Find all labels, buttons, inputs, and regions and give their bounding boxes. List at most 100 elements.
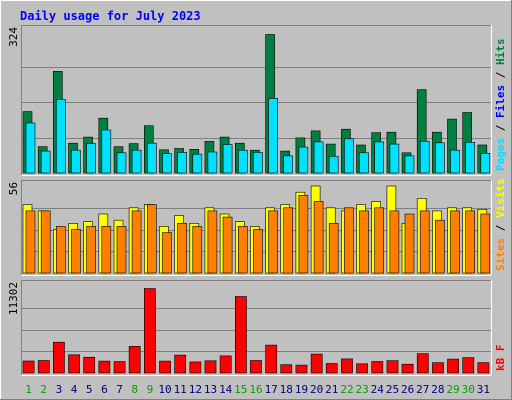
bar-sites-day-15 xyxy=(238,226,248,274)
bar-sites-day-20 xyxy=(313,201,324,274)
bar-sites-day-13 xyxy=(207,210,218,274)
bar-pages-day-21 xyxy=(328,156,339,174)
x-tick-label-day-10: 10 xyxy=(158,383,171,396)
legend-files: Files xyxy=(494,85,507,118)
bar-sites-day-27 xyxy=(419,210,430,274)
bar-kb-f-day-11 xyxy=(174,354,187,374)
bar-pages-day-19 xyxy=(298,146,309,174)
bar-sites-day-11 xyxy=(177,223,187,274)
bar-kb-f-day-19 xyxy=(295,364,308,374)
x-tick-label-day-9: 9 xyxy=(147,383,154,396)
bar-sites-day-5 xyxy=(86,226,96,274)
bar-pages-day-30 xyxy=(465,142,476,174)
bar-sites-day-29 xyxy=(450,210,460,274)
bar-kb-f-day-1 xyxy=(22,360,35,374)
x-tick-label-day-6: 6 xyxy=(101,383,108,396)
bar-pages-day-6 xyxy=(101,129,112,174)
x-tick-label-day-11: 11 xyxy=(174,383,187,396)
bar-pages-day-29 xyxy=(450,149,460,174)
x-tick-label-day-25: 25 xyxy=(386,383,399,396)
bar-pages-day-23 xyxy=(359,152,369,174)
bar-sites-day-30 xyxy=(465,210,476,274)
x-axis-labels: 1 2 3 4 5 6 7 8 9 10 11 12 13 14 15 16 17 18 19 20 21 22 23 24 2… xyxy=(25,383,490,396)
bar-pages-day-12 xyxy=(192,153,203,174)
bar-pages-day-3 xyxy=(55,99,66,174)
panel-2-legend: Sites / Visits xyxy=(494,178,507,271)
bar-kb-f-day-18 xyxy=(280,364,293,374)
x-tick-label-day-3: 3 xyxy=(56,383,63,396)
x-tick-label-day-20: 20 xyxy=(310,383,323,396)
bar-kb-f-day-8 xyxy=(128,345,141,374)
bar-kb-f-day-26 xyxy=(401,363,414,374)
bar-kb-f-day-25 xyxy=(386,360,399,374)
x-tick-label-day-31: 31 xyxy=(477,383,490,396)
x-tick-label-day-29: 29 xyxy=(446,383,459,396)
bar-kb-f-day-4 xyxy=(68,354,80,374)
bar-pages-day-11 xyxy=(177,152,187,174)
bar-kb-f-day-24 xyxy=(371,361,384,374)
bar-pages-day-1 xyxy=(25,122,36,174)
bar-kb-f-day-22 xyxy=(341,358,353,374)
bar-pages-day-8 xyxy=(131,149,142,174)
x-tick-label-day-16: 16 xyxy=(249,383,262,396)
legend-separator: / xyxy=(494,118,507,138)
x-tick-label-day-12: 12 xyxy=(189,383,202,396)
panel-2-max-label: 56 xyxy=(7,182,20,195)
bar-sites-day-19 xyxy=(298,195,309,274)
bar-pages-day-14 xyxy=(222,144,233,174)
bar-pages-day-9 xyxy=(147,142,157,174)
panel-3-plot-area xyxy=(21,280,491,375)
bar-kb-f-day-9 xyxy=(144,288,156,374)
bar-pages-day-22 xyxy=(344,138,354,174)
bar-sites-day-3 xyxy=(55,226,66,274)
bar-sites-day-4 xyxy=(71,229,81,274)
bar-sites-day-14 xyxy=(222,216,233,274)
bar-pages-day-13 xyxy=(207,151,218,174)
x-tick-label-day-2: 2 xyxy=(40,383,47,396)
bar-pages-day-4 xyxy=(71,149,81,174)
chart-panel-3: 11302 kB F xyxy=(7,280,507,376)
chart-panel-1: 324 Pages / Files / Hits xyxy=(7,25,507,176)
bar-kb-f-day-15 xyxy=(235,296,247,374)
x-tick-label-day-7: 7 xyxy=(116,383,123,396)
bar-sites-day-21 xyxy=(328,223,339,274)
bar-sites-day-12 xyxy=(192,226,203,274)
legend-separator: / xyxy=(494,218,507,238)
legend-hits: Hits xyxy=(494,39,507,66)
bar-kb-f-day-12 xyxy=(189,361,202,374)
x-tick-label-day-27: 27 xyxy=(416,383,429,396)
bar-kb-f-day-17 xyxy=(265,344,278,374)
bar-pages-day-31 xyxy=(480,153,491,174)
bar-pages-day-25 xyxy=(389,143,400,174)
chart-title: Daily usage for July 2023 xyxy=(20,9,201,23)
bar-kb-f-day-2 xyxy=(37,360,50,374)
bar-pages-day-5 xyxy=(86,143,96,174)
x-tick-label-day-21: 21 xyxy=(325,383,338,396)
bar-pages-day-2 xyxy=(40,150,51,174)
bar-sites-day-16 xyxy=(253,229,263,274)
bar-pages-day-10 xyxy=(162,153,172,174)
bar-kb-f-day-14 xyxy=(219,355,232,374)
bar-pages-day-7 xyxy=(116,152,127,174)
x-tick-label-day-8: 8 xyxy=(131,383,138,396)
bar-sites-day-17 xyxy=(268,210,278,274)
legend-visits: Visits xyxy=(494,178,507,218)
bar-sites-day-6 xyxy=(101,226,112,274)
x-tick-label-day-13: 13 xyxy=(204,383,217,396)
bar-kb-f-day-23 xyxy=(356,363,368,374)
bar-pages-day-27 xyxy=(419,141,430,174)
x-tick-label-day-5: 5 xyxy=(86,383,93,396)
bar-sites-day-8 xyxy=(131,210,142,274)
bar-sites-day-1 xyxy=(25,210,36,274)
panel-1-legend: Pages / Files / Hits xyxy=(494,39,507,172)
bar-sites-day-26 xyxy=(404,213,415,274)
legend-sites: Sites xyxy=(494,238,507,271)
bar-sites-day-10 xyxy=(162,232,172,274)
panel-3-max-label: 11302 xyxy=(7,282,20,315)
bar-kb-f-day-6 xyxy=(98,360,111,374)
bar-pages-day-18 xyxy=(283,155,294,174)
bar-pages-day-28 xyxy=(435,142,445,174)
bar-kb-f-day-31 xyxy=(477,362,490,374)
